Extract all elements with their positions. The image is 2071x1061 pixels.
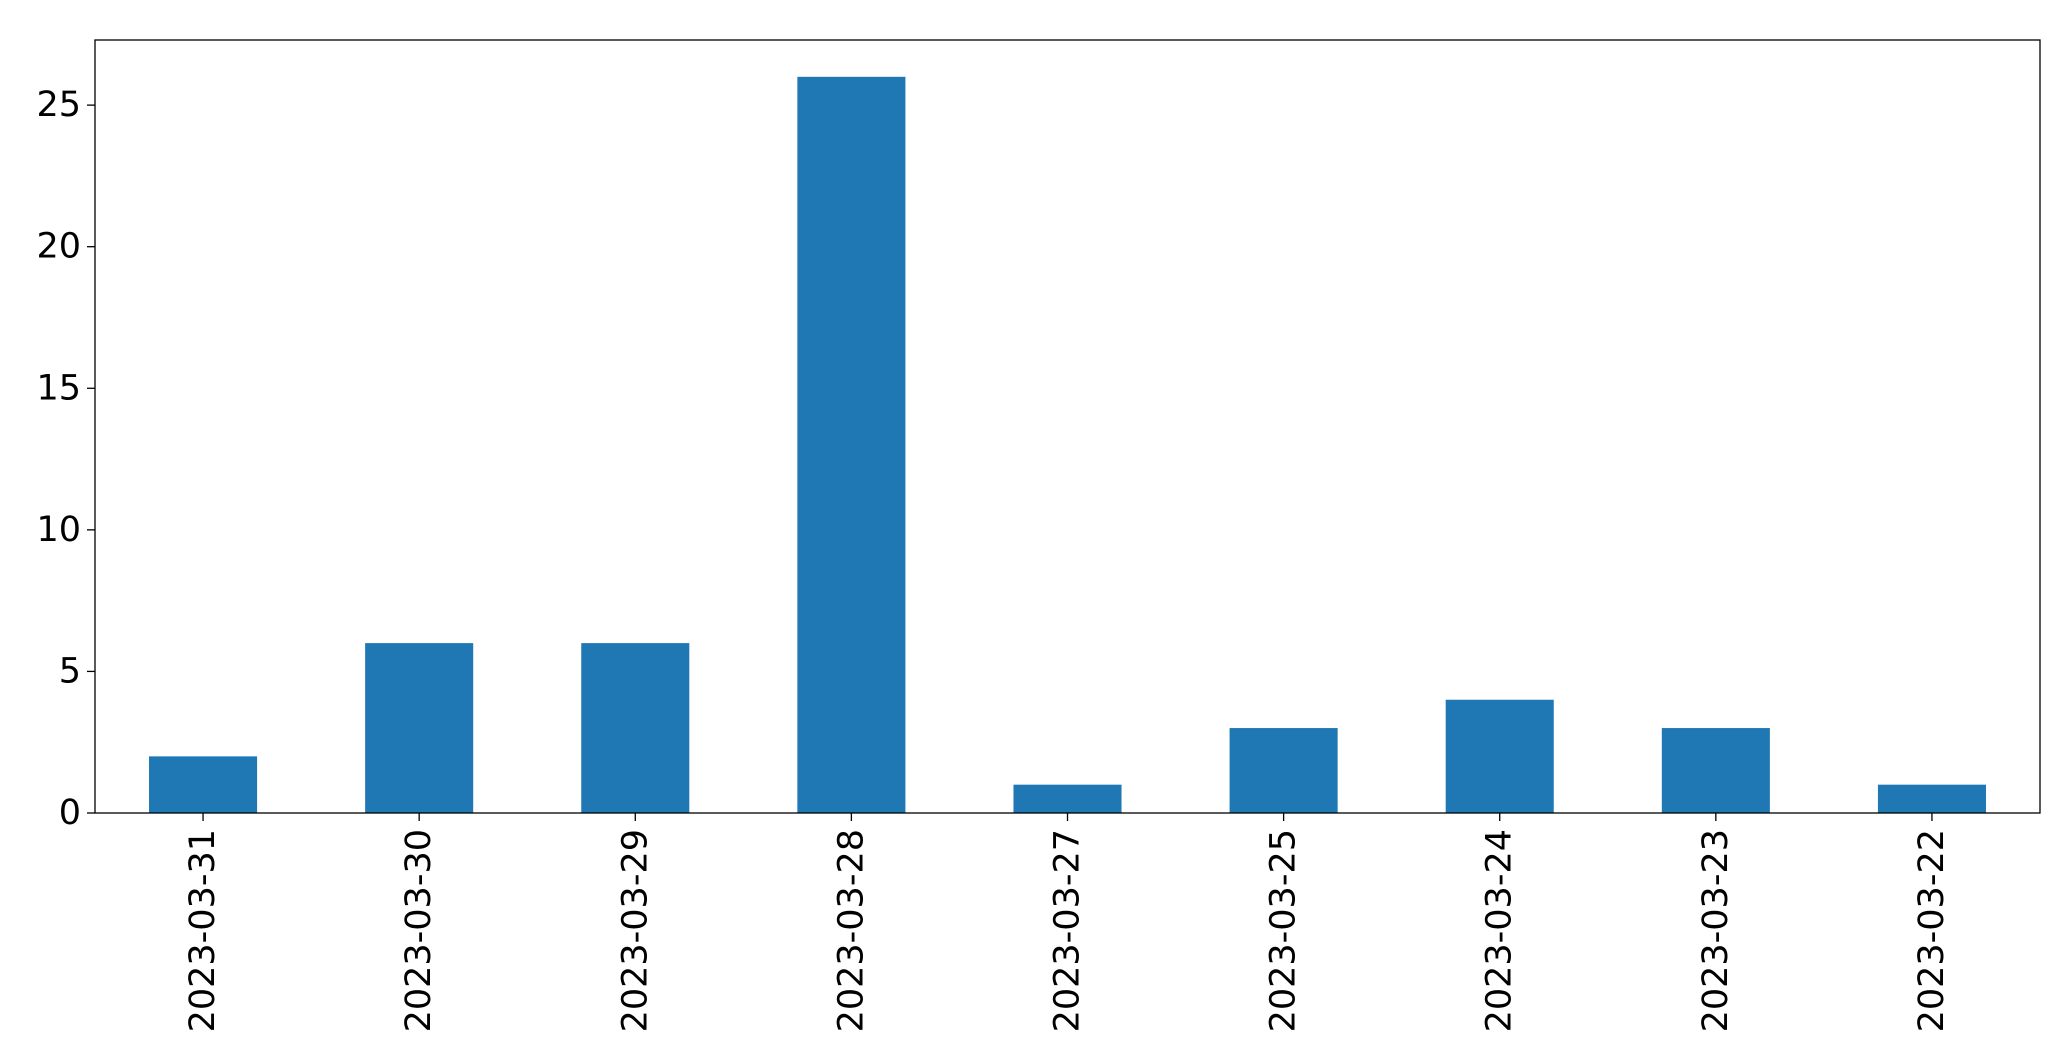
- bar-2023-03-28: [797, 76, 906, 813]
- y-tick-label: 0: [59, 793, 81, 833]
- x-tick-label: 2023-03-31: [183, 829, 223, 1032]
- x-tick-label: 2023-03-28: [831, 829, 871, 1032]
- bar-2023-03-27: [1013, 784, 1122, 813]
- y-tick-label: 25: [36, 85, 81, 125]
- y-tick-label: 20: [36, 227, 81, 267]
- x-tick-label: 2023-03-25: [1264, 829, 1304, 1032]
- x-tick-label: 2023-03-29: [615, 829, 655, 1032]
- y-axis: 0 5 10 15 20 25: [36, 85, 95, 833]
- y-tick-label: 15: [36, 368, 81, 408]
- bar-2023-03-30: [365, 643, 474, 813]
- bar-2023-03-31: [149, 756, 258, 813]
- bars: [149, 76, 1986, 813]
- x-tick-label: 2023-03-23: [1696, 829, 1736, 1032]
- bar-2023-03-29: [581, 643, 690, 813]
- bar-2023-03-22: [1877, 784, 1986, 813]
- bar-2023-03-24: [1445, 699, 1554, 813]
- y-tick-label: 5: [59, 651, 81, 691]
- x-axis: 2023-03-31 2023-03-30 2023-03-29 2023-03-28…: [183, 813, 1952, 1032]
- x-tick-label: 2023-03-27: [1048, 829, 1088, 1032]
- x-tick-label: 2023-03-30: [399, 829, 439, 1032]
- x-tick-label: 2023-03-22: [1912, 829, 1952, 1032]
- y-tick-label: 10: [36, 510, 81, 550]
- bar-2023-03-23: [1661, 728, 1770, 813]
- x-tick-label: 2023-03-24: [1480, 829, 1520, 1032]
- bar-2023-03-25: [1229, 728, 1338, 813]
